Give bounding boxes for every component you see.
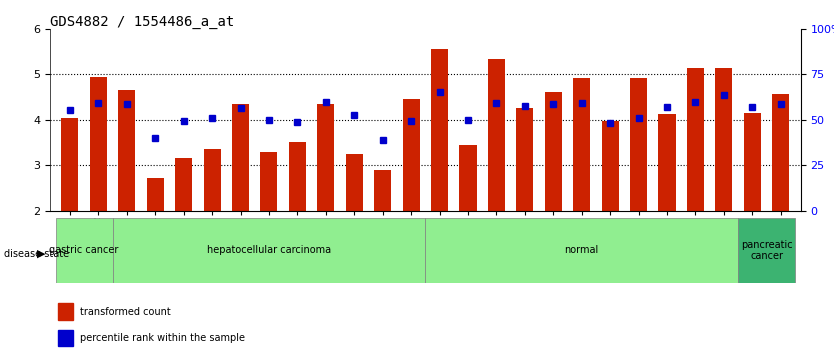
Bar: [260, 152, 278, 211]
Bar: [374, 170, 391, 211]
Bar: [659, 114, 676, 211]
Bar: [716, 68, 732, 211]
Text: gastric cancer: gastric cancer: [49, 245, 119, 256]
Text: GDS4882 / 1554486_a_at: GDS4882 / 1554486_a_at: [50, 15, 234, 29]
Text: hepatocellular carcinoma: hepatocellular carcinoma: [207, 245, 331, 256]
Bar: [118, 90, 135, 211]
Bar: [203, 149, 221, 211]
Bar: [573, 78, 590, 211]
Bar: [289, 143, 306, 211]
Bar: [431, 49, 448, 211]
Bar: [460, 145, 476, 211]
FancyBboxPatch shape: [56, 218, 113, 283]
Bar: [58, 303, 73, 320]
Bar: [58, 330, 73, 346]
Text: ▶: ▶: [38, 249, 46, 259]
FancyBboxPatch shape: [425, 218, 738, 283]
FancyBboxPatch shape: [113, 218, 425, 283]
Text: percentile rank within the sample: percentile rank within the sample: [80, 333, 245, 343]
Bar: [403, 99, 420, 211]
Bar: [545, 92, 562, 211]
Bar: [601, 121, 619, 211]
Bar: [516, 109, 534, 211]
Text: disease state: disease state: [4, 249, 69, 259]
Bar: [488, 58, 505, 211]
Bar: [687, 68, 704, 211]
Bar: [346, 154, 363, 211]
Bar: [317, 104, 334, 211]
FancyBboxPatch shape: [738, 218, 795, 283]
Bar: [772, 94, 789, 211]
Bar: [62, 118, 78, 211]
Bar: [90, 77, 107, 211]
Bar: [147, 178, 163, 211]
Bar: [744, 113, 761, 211]
Bar: [630, 78, 647, 211]
Text: normal: normal: [565, 245, 599, 256]
Bar: [175, 158, 192, 211]
Text: pancreatic
cancer: pancreatic cancer: [741, 240, 792, 261]
Text: transformed count: transformed count: [80, 307, 171, 317]
Bar: [232, 104, 249, 211]
